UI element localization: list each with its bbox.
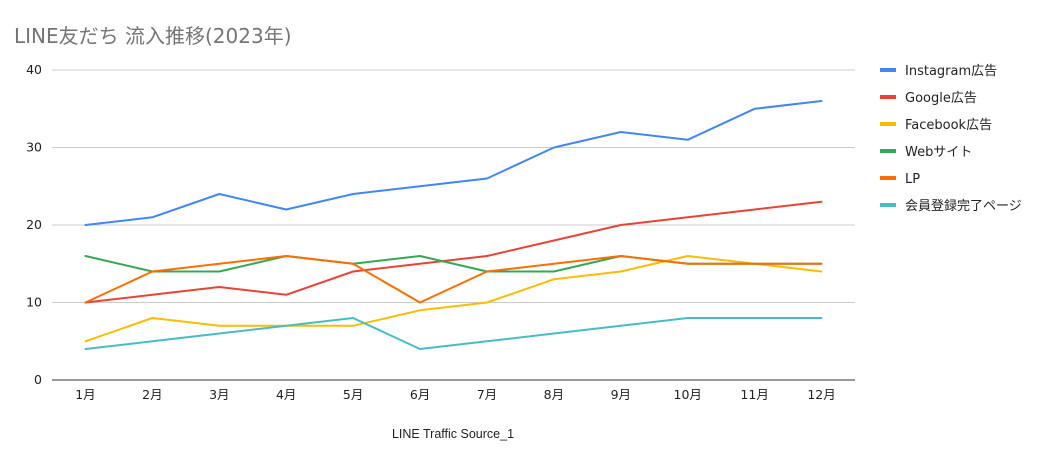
x-tick-label: 7月 (477, 387, 497, 402)
series-line (84, 317, 823, 350)
y-axis-ticks: 0 10 20 30 40 (26, 62, 42, 387)
x-tick-label: 9月 (611, 387, 631, 402)
legend-label: Facebook広告 (905, 118, 992, 133)
legend-label: LP (905, 172, 920, 187)
legend-item[interactable]: Webサイト (880, 145, 972, 160)
series-lines (84, 100, 823, 350)
series-line (84, 255, 823, 343)
x-axis-title: LINE Traffic Source_1 (392, 427, 514, 441)
y-tick-label: 20 (26, 217, 42, 232)
legend-label: Instagram広告 (905, 64, 997, 79)
x-tick-label: 10月 (674, 387, 702, 402)
legend-item[interactable]: Instagram広告 (880, 64, 997, 79)
x-tick-label: 8月 (544, 387, 564, 402)
x-tick-label: 4月 (276, 387, 296, 402)
legend-label: Google広告 (905, 91, 977, 106)
x-tick-label: 2月 (142, 387, 162, 402)
series-line (84, 255, 823, 304)
chart-title: LINE友だち 流入推移(2023年) (14, 24, 292, 48)
legend-label: Webサイト (905, 145, 972, 160)
x-tick-label: 3月 (209, 387, 229, 402)
x-tick-label: 6月 (410, 387, 430, 402)
y-tick-label: 10 (26, 295, 42, 310)
x-tick-label: 5月 (343, 387, 363, 402)
y-tick-label: 0 (34, 372, 42, 387)
x-tick-label: 1月 (75, 387, 95, 402)
x-tick-label: 12月 (807, 387, 835, 402)
x-tick-label: 11月 (740, 387, 768, 402)
x-axis-ticks: 1月 2月 3月 4月 5月 6月 7月 8月 9月 10月 11月 12月 (75, 387, 836, 402)
legend-item[interactable]: Google広告 (880, 91, 977, 106)
series-line (84, 100, 823, 226)
legend[interactable]: Instagram広告 Google広告 Facebook広告 Webサイト LP 会員登… (880, 64, 1022, 214)
y-tick-label: 40 (26, 62, 42, 77)
legend-item[interactable]: LP (880, 172, 920, 187)
legend-item[interactable]: 会員登録完了ページ (880, 199, 1022, 214)
y-tick-label: 30 (26, 140, 42, 155)
legend-item[interactable]: Facebook広告 (880, 118, 992, 133)
gridlines (52, 69, 855, 303)
series-line (84, 200, 823, 304)
legend-label: 会員登録完了ページ (905, 199, 1022, 214)
